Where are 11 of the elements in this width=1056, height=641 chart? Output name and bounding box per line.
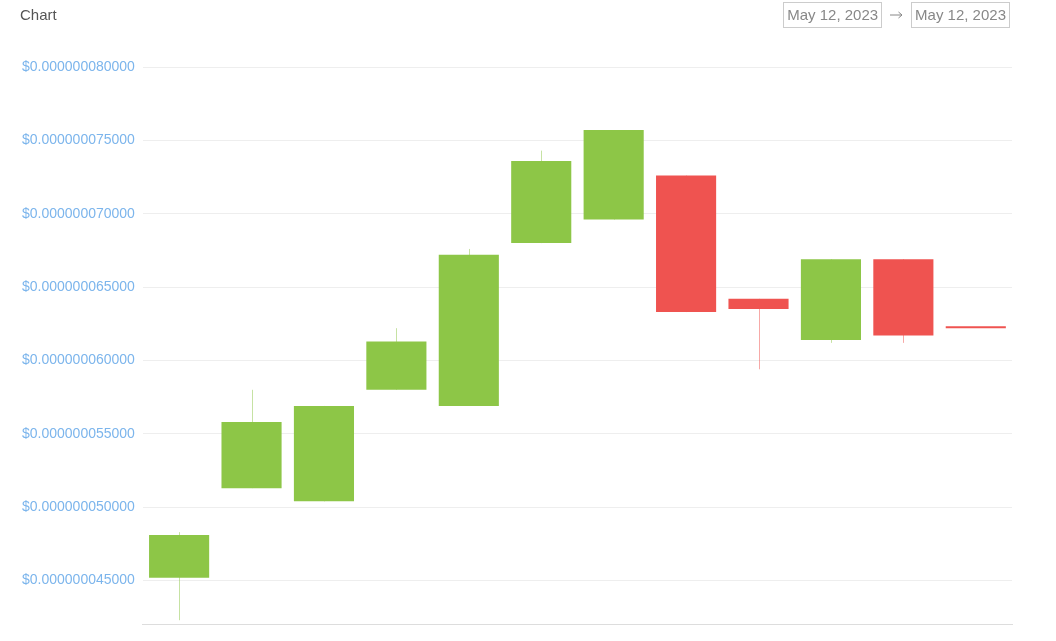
y-tick-label: $0.000000070000 bbox=[21, 204, 136, 221]
y-tick-label: $0.000000065000 bbox=[21, 277, 136, 294]
y-tick-label: $0.000000060000 bbox=[21, 351, 136, 368]
date-field: May 12, 2023 bbox=[783, 2, 883, 28]
date-field: May 12, 2023 bbox=[911, 2, 1010, 28]
y-tick-label: $0.000000080000 bbox=[21, 57, 136, 74]
chart-title: Chart bbox=[20, 6, 57, 23]
y-tick-label: $0.000000055000 bbox=[21, 424, 136, 441]
y-tick-label: $0.000000050000 bbox=[21, 498, 136, 515]
y-tick-label: $0.000000075000 bbox=[21, 131, 136, 148]
y-tick-label: $0.000000045000 bbox=[21, 571, 136, 588]
